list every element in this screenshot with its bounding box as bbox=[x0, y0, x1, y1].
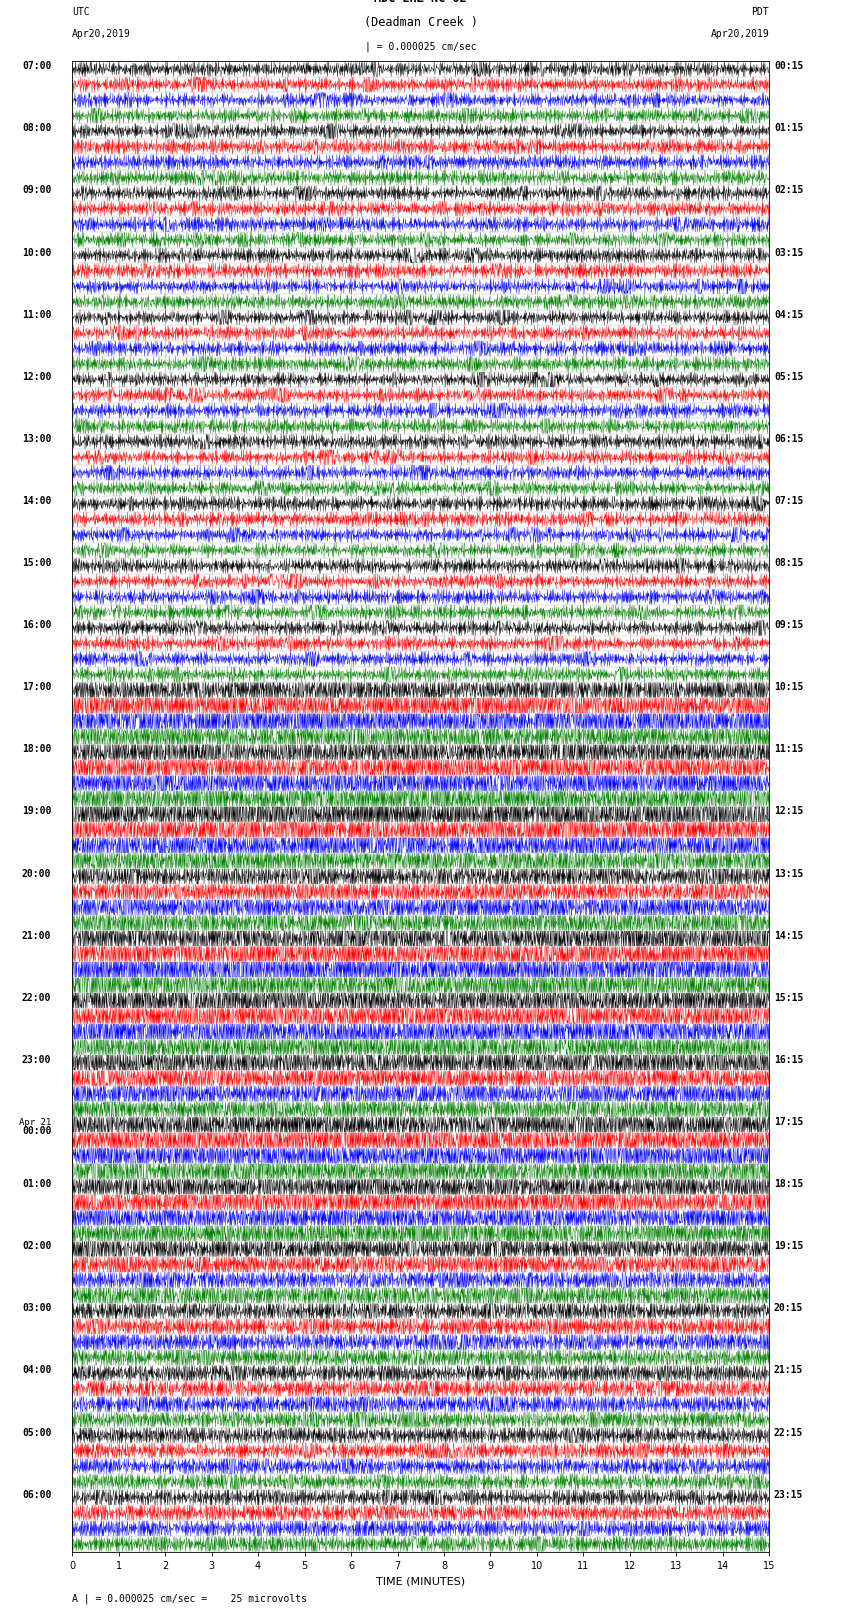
Text: 12:00: 12:00 bbox=[22, 373, 51, 382]
Text: 13:00: 13:00 bbox=[22, 434, 51, 444]
Text: 05:00: 05:00 bbox=[22, 1428, 51, 1437]
Text: 17:00: 17:00 bbox=[22, 682, 51, 692]
Text: Apr20,2019: Apr20,2019 bbox=[72, 29, 131, 39]
Text: 09:15: 09:15 bbox=[774, 621, 803, 631]
Text: 06:15: 06:15 bbox=[774, 434, 803, 444]
Text: 14:00: 14:00 bbox=[22, 497, 51, 506]
Text: 16:15: 16:15 bbox=[774, 1055, 803, 1065]
Text: 21:15: 21:15 bbox=[774, 1365, 803, 1376]
Text: 22:15: 22:15 bbox=[774, 1428, 803, 1437]
Text: 05:15: 05:15 bbox=[774, 373, 803, 382]
Text: 01:15: 01:15 bbox=[774, 124, 803, 134]
Text: 02:00: 02:00 bbox=[22, 1242, 51, 1252]
Text: 13:15: 13:15 bbox=[774, 868, 803, 879]
Text: PDT: PDT bbox=[751, 6, 769, 16]
Text: 08:15: 08:15 bbox=[774, 558, 803, 568]
X-axis label: TIME (MINUTES): TIME (MINUTES) bbox=[377, 1576, 465, 1586]
Text: 23:15: 23:15 bbox=[774, 1490, 803, 1500]
Text: 19:00: 19:00 bbox=[22, 806, 51, 816]
Text: A | = 0.000025 cm/sec =    25 microvolts: A | = 0.000025 cm/sec = 25 microvolts bbox=[72, 1594, 307, 1603]
Text: 14:15: 14:15 bbox=[774, 931, 803, 940]
Text: (Deadman Creek ): (Deadman Creek ) bbox=[364, 16, 478, 29]
Text: MDC EHZ NC 02: MDC EHZ NC 02 bbox=[375, 0, 467, 5]
Text: 07:15: 07:15 bbox=[774, 497, 803, 506]
Text: 11:00: 11:00 bbox=[22, 310, 51, 319]
Text: 20:15: 20:15 bbox=[774, 1303, 803, 1313]
Text: 15:15: 15:15 bbox=[774, 994, 803, 1003]
Text: 00:00: 00:00 bbox=[22, 1126, 51, 1136]
Text: 23:00: 23:00 bbox=[22, 1055, 51, 1065]
Text: 10:00: 10:00 bbox=[22, 248, 51, 258]
Text: 04:00: 04:00 bbox=[22, 1365, 51, 1376]
Text: 22:00: 22:00 bbox=[22, 994, 51, 1003]
Text: 21:00: 21:00 bbox=[22, 931, 51, 940]
Text: | = 0.000025 cm/sec: | = 0.000025 cm/sec bbox=[365, 42, 477, 52]
Text: 08:00: 08:00 bbox=[22, 124, 51, 134]
Text: 10:15: 10:15 bbox=[774, 682, 803, 692]
Text: UTC: UTC bbox=[72, 6, 90, 16]
Text: 18:15: 18:15 bbox=[774, 1179, 803, 1189]
Text: 17:15: 17:15 bbox=[774, 1118, 803, 1127]
Text: 04:15: 04:15 bbox=[774, 310, 803, 319]
Text: 07:00: 07:00 bbox=[22, 61, 51, 71]
Text: 19:15: 19:15 bbox=[774, 1242, 803, 1252]
Text: 15:00: 15:00 bbox=[22, 558, 51, 568]
Text: Apr20,2019: Apr20,2019 bbox=[711, 29, 769, 39]
Text: 16:00: 16:00 bbox=[22, 621, 51, 631]
Text: 18:00: 18:00 bbox=[22, 745, 51, 755]
Text: 01:00: 01:00 bbox=[22, 1179, 51, 1189]
Text: 12:15: 12:15 bbox=[774, 806, 803, 816]
Text: 02:15: 02:15 bbox=[774, 185, 803, 195]
Text: 03:00: 03:00 bbox=[22, 1303, 51, 1313]
Text: 20:00: 20:00 bbox=[22, 868, 51, 879]
Text: Apr 21: Apr 21 bbox=[19, 1118, 51, 1127]
Text: 06:00: 06:00 bbox=[22, 1490, 51, 1500]
Text: 03:15: 03:15 bbox=[774, 248, 803, 258]
Text: 00:15: 00:15 bbox=[774, 61, 803, 71]
Text: 09:00: 09:00 bbox=[22, 185, 51, 195]
Text: 11:15: 11:15 bbox=[774, 745, 803, 755]
